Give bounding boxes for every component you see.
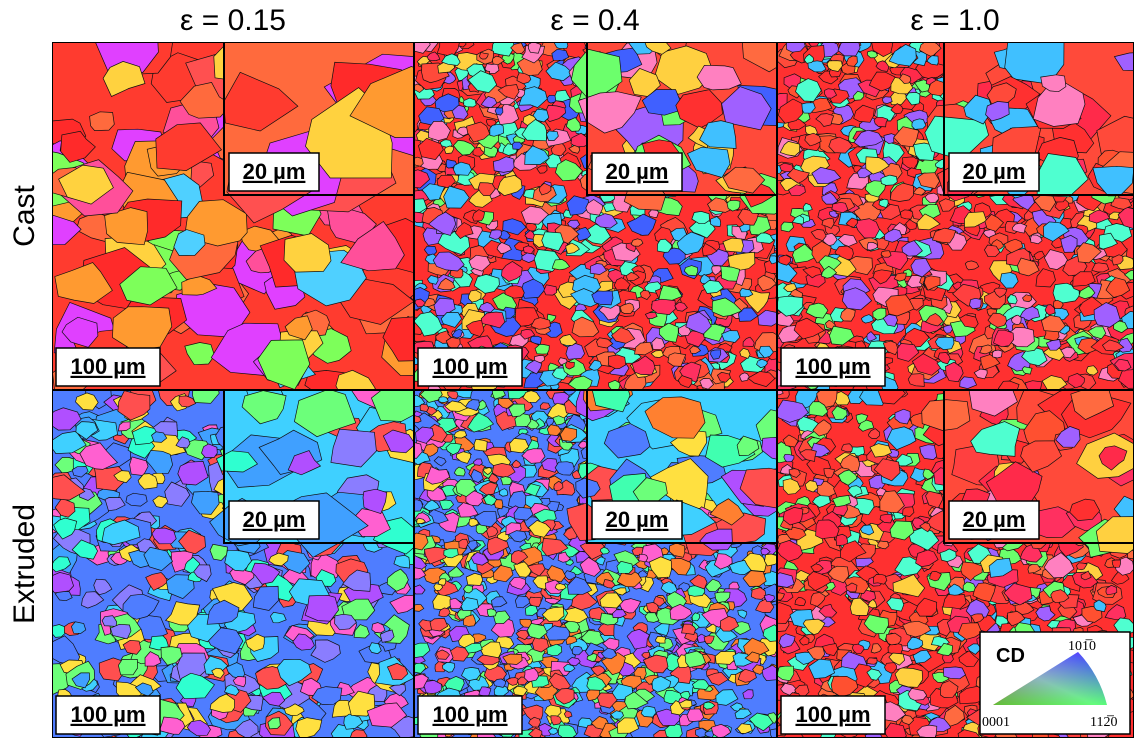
grain — [439, 397, 449, 403]
grain — [993, 350, 1003, 358]
grain — [592, 291, 613, 305]
grain — [721, 266, 740, 281]
inset-scale-bar: 20 µm — [606, 159, 669, 184]
scale-bar: 100 µm — [70, 702, 145, 727]
grain — [474, 439, 487, 451]
grain — [639, 554, 648, 562]
ebsd-map: 20 µm 100 µm — [16, 28, 474, 403]
scale-bar: 100 µm — [795, 702, 870, 727]
grain — [501, 477, 512, 485]
inset-scale-bar: 20 µm — [963, 507, 1026, 532]
legend-corner: 112̅0 — [1090, 715, 1117, 730]
grain — [842, 444, 853, 452]
grain — [420, 404, 429, 411]
grain — [492, 35, 514, 56]
column-header: ε = 0.15 — [180, 4, 286, 37]
grain — [912, 119, 926, 130]
grain — [656, 636, 666, 643]
grain — [118, 659, 137, 675]
row-label: Cast — [8, 184, 41, 246]
grain — [551, 716, 562, 725]
grain — [943, 667, 965, 679]
inset-scale-bar: 20 µm — [606, 507, 669, 532]
figure: 20 µm 100 µm 20 µm 100 µm 20 µm 100 µm 20 µm 10… — [0, 0, 1134, 738]
grain — [867, 658, 877, 665]
ebsd-map: 20 µm 100 µm — [35, 372, 431, 738]
legend-title: CD — [996, 645, 1025, 667]
panels: 20 µm 100 µm 20 µm 100 µm 20 µm 100 µm 20 µm 10… — [16, 28, 1134, 738]
grain — [566, 344, 585, 360]
grain — [459, 539, 468, 549]
inset-scale-bar: 20 µm — [243, 159, 306, 184]
grain — [90, 112, 115, 131]
grain — [873, 574, 887, 584]
grain — [943, 594, 966, 608]
column-header: ε = 1.0 — [910, 4, 999, 37]
column-header: ε = 0.4 — [550, 4, 639, 37]
grain — [608, 355, 626, 369]
grain — [524, 668, 538, 682]
grain — [895, 668, 923, 688]
grain — [544, 285, 557, 295]
grain — [900, 210, 913, 219]
scale-bar: 100 µm — [795, 354, 870, 379]
grain — [970, 298, 982, 309]
ebsd-map: 20 µm 100 µm — [401, 369, 799, 738]
legend-corner: 0001 — [982, 715, 1010, 730]
scale-bar: 100 µm — [432, 354, 507, 379]
inset-scale-bar: 20 µm — [243, 507, 306, 532]
grain — [494, 500, 503, 509]
grain — [641, 706, 656, 717]
scale-bar: 100 µm — [432, 702, 507, 727]
grain — [687, 709, 704, 722]
grain — [1112, 560, 1120, 567]
grain — [723, 238, 744, 252]
row-label: Extruded — [8, 504, 41, 624]
ipf-legend: CD 101̅0 0001 112̅0 — [980, 632, 1130, 734]
scale-bar: 100 µm — [70, 354, 145, 379]
ebsd-map: 20 µm 100 µm — [399, 28, 808, 398]
inset-scale-bar: 20 µm — [963, 159, 1026, 184]
grain — [71, 622, 85, 634]
legend-corner: 101̅0 — [1068, 639, 1096, 654]
ebsd-map: 20 µm 100 µm — [762, 32, 1134, 397]
grain — [487, 609, 496, 617]
grain — [784, 454, 794, 462]
grain — [881, 251, 891, 258]
